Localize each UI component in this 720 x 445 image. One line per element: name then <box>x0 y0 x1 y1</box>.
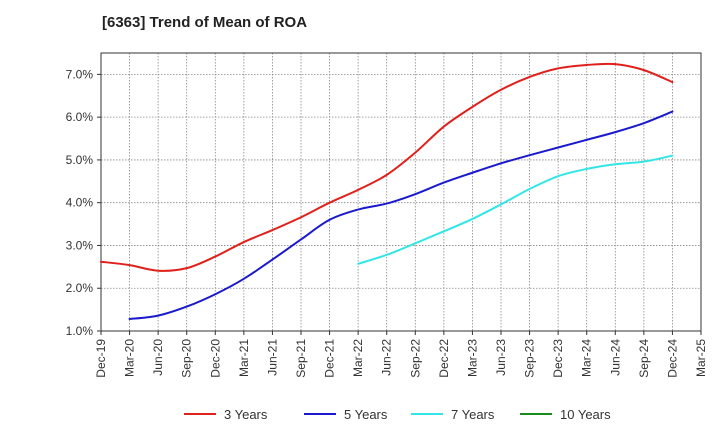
x-tick-label: Jun-22 <box>380 339 394 376</box>
x-tick-label: Dec-21 <box>323 339 337 378</box>
x-tick-label: Mar-23 <box>465 339 479 377</box>
x-tick-label: Dec-20 <box>208 339 222 378</box>
x-tick-label: Dec-24 <box>665 339 679 378</box>
x-tick-label: Mar-20 <box>123 339 137 377</box>
y-tick-label: 6.0% <box>66 110 94 124</box>
y-tick-label: 2.0% <box>66 281 94 295</box>
x-tick-label: Sep-21 <box>294 339 308 378</box>
x-tick-label: Sep-22 <box>408 339 422 378</box>
x-tick-label: Sep-20 <box>180 339 194 378</box>
x-tick-label: Jun-23 <box>494 339 508 376</box>
x-tick-label: Jun-20 <box>151 339 165 376</box>
series-line-7-years <box>357 154 674 265</box>
legend-label-7-years: 7 Years <box>451 407 495 422</box>
series-line-3-years <box>100 62 674 272</box>
x-tick-label: Dec-22 <box>437 339 451 378</box>
plot-frame <box>100 52 702 332</box>
x-tick-label: Jun-24 <box>608 339 622 376</box>
x-tick-label: Mar-24 <box>580 339 594 377</box>
legend-label-3-years: 3 Years <box>224 407 268 422</box>
y-tick-label: 5.0% <box>66 153 94 167</box>
legend-label-10-years: 10 Years <box>560 407 611 422</box>
chart-title: [6363] Trend of Mean of ROA <box>102 14 308 31</box>
x-tick-label: Jun-21 <box>265 339 279 376</box>
x-tick-label: Sep-24 <box>637 339 651 378</box>
legend-label-5-years: 5 Years <box>344 407 388 422</box>
x-tick-label: Mar-25 <box>694 339 708 377</box>
y-tick-label: 1.0% <box>66 324 94 338</box>
y-tick-label: 3.0% <box>66 238 94 252</box>
y-tick-label: 4.0% <box>66 196 94 210</box>
series-line-5-years <box>128 110 674 321</box>
x-tick-label: Mar-22 <box>351 339 365 377</box>
x-tick-label: Mar-21 <box>237 339 251 377</box>
x-tick-label: Dec-23 <box>551 339 565 378</box>
y-tick-label: 7.0% <box>66 67 94 81</box>
x-tick-label: Dec-19 <box>94 339 108 378</box>
x-tick-label: Sep-23 <box>523 339 537 378</box>
